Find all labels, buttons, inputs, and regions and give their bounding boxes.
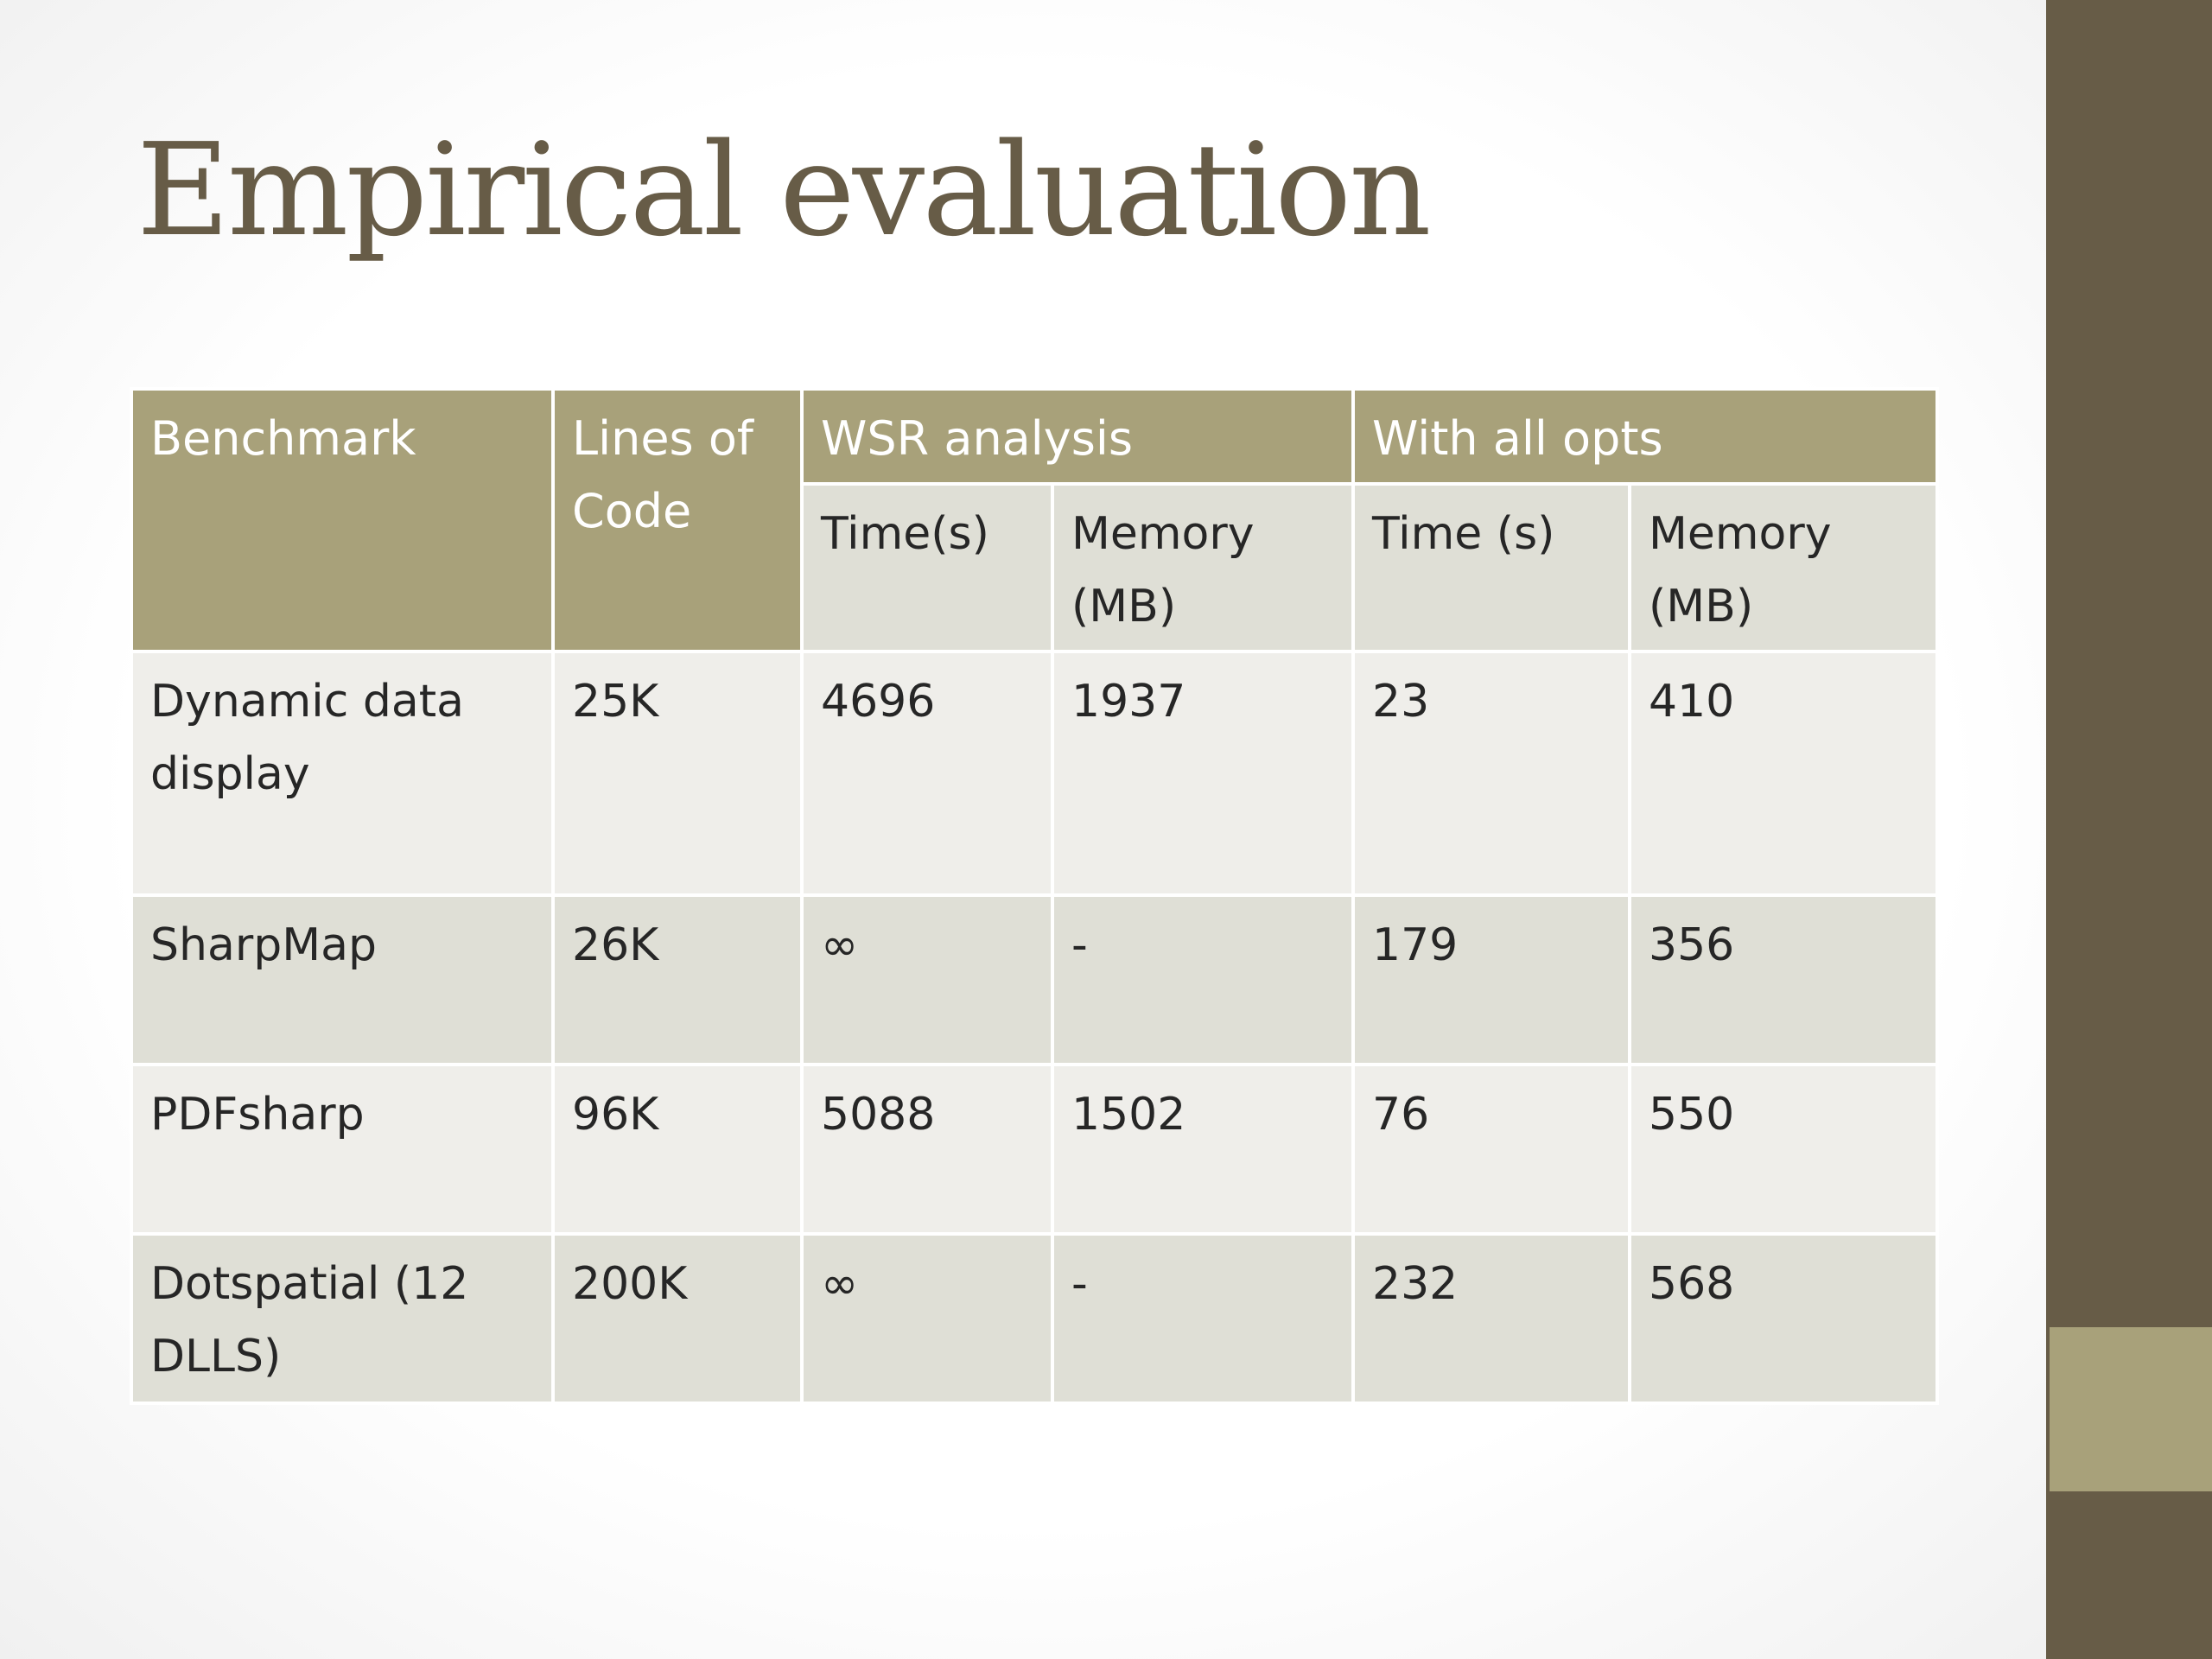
header-opts-memory: Memory (MB) bbox=[1628, 482, 1939, 653]
cell-opts-time: 179 bbox=[1351, 893, 1631, 1066]
cell-wsr-memory: - bbox=[1051, 1232, 1355, 1405]
header-wsr-time: Time(s) bbox=[800, 482, 1054, 653]
cell-benchmark: Dotspatial (12 DLLS) bbox=[130, 1232, 555, 1405]
cell-loc: 200K bbox=[551, 1232, 804, 1405]
cell-loc: 96K bbox=[551, 1063, 804, 1236]
table-row: PDFsharp 96K 5088 1502 76 550 bbox=[130, 1063, 1939, 1236]
header-wsr-analysis: WSR analysis bbox=[800, 387, 1355, 486]
table-row: Dotspatial (12 DLLS) 200K ∞ - 232 568 bbox=[130, 1232, 1939, 1405]
slide-title: Empirical evaluation bbox=[137, 116, 1432, 264]
table-header-row: Benchmark Lines of Code WSR analysis Wit… bbox=[130, 387, 1939, 653]
header-benchmark: Benchmark bbox=[130, 387, 555, 653]
cell-benchmark: PDFsharp bbox=[130, 1063, 555, 1236]
cell-wsr-memory: 1937 bbox=[1051, 650, 1355, 897]
cell-opts-memory: 550 bbox=[1628, 1063, 1939, 1236]
header-opts-time: Time (s) bbox=[1351, 482, 1631, 653]
cell-benchmark: Dynamic data display bbox=[130, 650, 555, 897]
benchmark-table: Benchmark Lines of Code WSR analysis Wit… bbox=[130, 387, 1939, 1405]
cell-loc: 25K bbox=[551, 650, 804, 897]
cell-loc: 26K bbox=[551, 893, 804, 1066]
cell-wsr-time: 5088 bbox=[800, 1063, 1054, 1236]
cell-wsr-memory: 1502 bbox=[1051, 1063, 1355, 1236]
header-lines-of-code: Lines of Code bbox=[551, 387, 804, 653]
cell-benchmark: SharpMap bbox=[130, 893, 555, 1066]
slide: Empirical evaluation Benchmark Lines of … bbox=[130, 116, 1939, 1405]
table-row: Dynamic data display 25K 4696 1937 23 41… bbox=[130, 650, 1939, 897]
header-with-all-opts: With all opts bbox=[1351, 387, 1939, 486]
cell-opts-memory: 410 bbox=[1628, 650, 1939, 897]
decorative-sidebar-accent bbox=[2050, 1327, 2212, 1491]
header-wsr-memory: Memory (MB) bbox=[1051, 482, 1355, 653]
cell-opts-memory: 568 bbox=[1628, 1232, 1939, 1405]
cell-wsr-time: ∞ bbox=[800, 893, 1054, 1066]
decorative-sidebar bbox=[2046, 0, 2212, 1659]
table-row: SharpMap 26K ∞ - 179 356 bbox=[130, 893, 1939, 1066]
cell-opts-time: 23 bbox=[1351, 650, 1631, 897]
cell-opts-time: 76 bbox=[1351, 1063, 1631, 1236]
cell-opts-memory: 356 bbox=[1628, 893, 1939, 1066]
table-subheader-row: Time(s) Memory (MB) Time (s) Memory (MB) bbox=[131, 482, 1939, 653]
cell-wsr-time: 4696 bbox=[800, 650, 1054, 897]
cell-opts-time: 232 bbox=[1351, 1232, 1631, 1405]
cell-wsr-memory: - bbox=[1051, 893, 1355, 1066]
cell-wsr-time: ∞ bbox=[800, 1232, 1054, 1405]
